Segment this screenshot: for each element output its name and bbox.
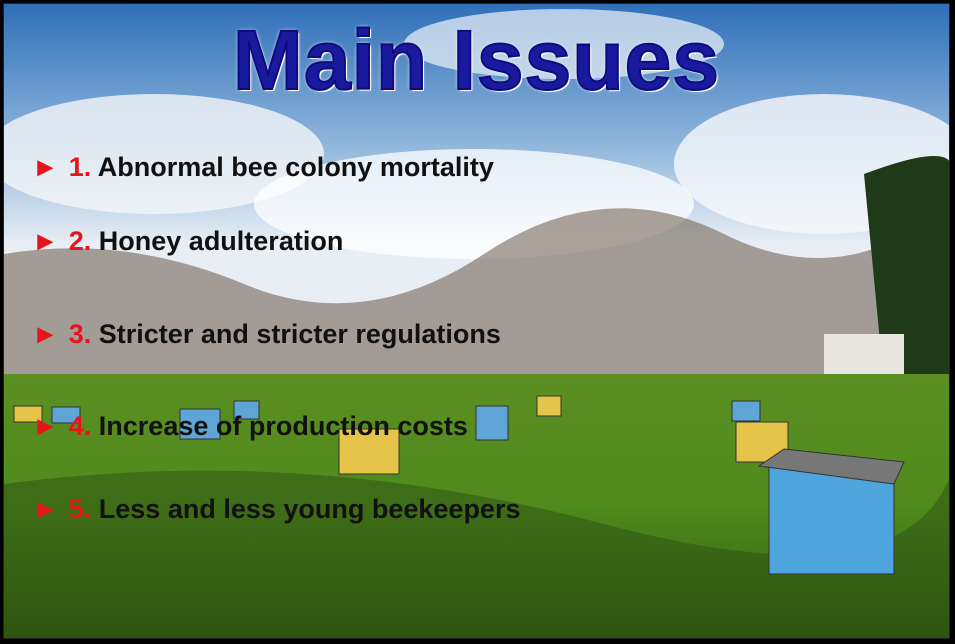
bullet-marker: ► xyxy=(32,494,59,524)
issue-number: 2. xyxy=(69,226,92,256)
issue-item: ► 5. Less and less young beekeepers xyxy=(32,494,520,525)
issue-item: ► 4. Increase of production costs xyxy=(32,411,468,442)
issue-text: Honey adulteration xyxy=(99,226,344,256)
slide: Main Issues ► 1. Abnormal bee colony mort… xyxy=(3,3,950,639)
issue-text: Abnormal bee colony mortality xyxy=(98,152,494,182)
bullet-marker: ► xyxy=(32,319,59,349)
issue-text: Stricter and stricter regulations xyxy=(99,319,501,349)
page: Main Issues ► 1. Abnormal bee colony mort… xyxy=(0,0,955,644)
issue-item: ► 3. Stricter and stricter regulations xyxy=(32,319,501,350)
bullet-marker: ► xyxy=(32,226,59,256)
bullet-marker: ► xyxy=(32,152,59,182)
bullet-marker: ► xyxy=(32,411,59,441)
issue-text: Less and less young beekeepers xyxy=(99,494,521,524)
issue-number: 3. xyxy=(69,319,92,349)
issue-item: ► 2. Honey adulteration xyxy=(32,226,343,257)
issue-number: 1. xyxy=(69,152,92,182)
issue-text: Increase of production costs xyxy=(99,411,468,441)
issue-number: 4. xyxy=(69,411,92,441)
issue-number: 5. xyxy=(69,494,92,524)
slide-title: Main Issues xyxy=(4,12,949,109)
issue-item: ► 1. Abnormal bee colony mortality xyxy=(32,152,494,183)
